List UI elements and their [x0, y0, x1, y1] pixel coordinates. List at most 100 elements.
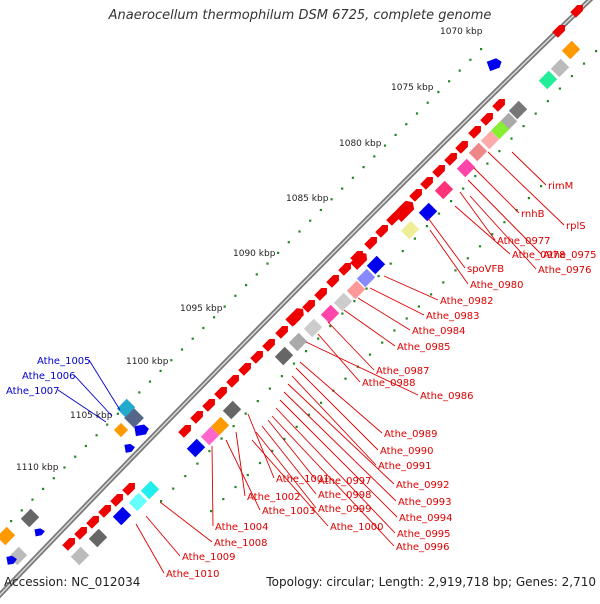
gene-label[interactable]: Athe_1005	[37, 356, 91, 367]
scale-dot	[368, 353, 372, 356]
gene-label[interactable]: Athe_1004	[215, 522, 269, 533]
gene-feature	[303, 318, 323, 338]
scale-dot	[546, 100, 549, 103]
gene-feature	[302, 300, 315, 313]
gene-label[interactable]: Athe_1006	[22, 371, 76, 382]
scale-dot	[266, 262, 269, 265]
scale-dot	[540, 185, 543, 188]
scale-dot	[10, 520, 13, 523]
gene-feature	[190, 411, 203, 424]
scale-dot	[413, 237, 416, 240]
gene-label[interactable]: Athe_0985	[397, 342, 451, 353]
scale-dot	[74, 455, 77, 458]
scale-dot	[430, 293, 433, 296]
scale-dot	[320, 401, 323, 404]
scale-dot	[570, 75, 573, 78]
scale-dot	[256, 400, 259, 403]
scale-label: 1090 kbp	[233, 249, 276, 259]
gene-label[interactable]: spoVFB	[467, 264, 504, 275]
gene-label[interactable]: Athe_0992	[396, 480, 450, 491]
gene-label[interactable]: Athe_0995	[397, 529, 451, 540]
scale-dot	[417, 305, 420, 308]
gene-label[interactable]: Athe_0991	[378, 461, 432, 472]
scale-dot	[160, 500, 163, 503]
scale-dot	[462, 187, 465, 190]
gene-label[interactable]: Athe_0997	[318, 476, 372, 487]
gene-label[interactable]: Athe_0982	[440, 296, 494, 307]
gene-label[interactable]: Athe_1008	[214, 538, 268, 549]
gene-label[interactable]: Athe_0980	[470, 280, 524, 291]
scale-dot	[298, 230, 301, 233]
gene-label[interactable]: Athe_0989	[384, 429, 438, 440]
gene-label[interactable]: Athe_1002	[247, 492, 301, 503]
gene-label[interactable]: Athe_0999	[318, 504, 372, 515]
gene-label[interactable]: Athe_1000	[330, 522, 384, 533]
gene-feature	[468, 142, 488, 162]
scale-dot	[191, 337, 194, 340]
gene-label[interactable]: Athe_0975	[543, 250, 597, 261]
scale-dot	[172, 487, 175, 490]
scale-dot	[210, 510, 213, 513]
scale-dot	[480, 48, 483, 51]
gene-feature	[409, 189, 422, 202]
gene-label[interactable]: Athe_0977	[497, 236, 551, 247]
scale-label: 1075 kbp	[391, 83, 434, 93]
scale-dot	[52, 477, 55, 480]
scale-dot	[223, 305, 226, 308]
gene-label[interactable]: Athe_0988	[362, 378, 416, 389]
gene-label[interactable]: Athe_0993	[398, 497, 452, 508]
gene-label[interactable]: Athe_1003	[262, 506, 316, 517]
gene-label[interactable]: Athe_0990	[380, 446, 434, 457]
scale-dot	[394, 133, 397, 136]
gene-label[interactable]: Athe_0978	[512, 250, 566, 261]
gene-label[interactable]: Athe_1001	[276, 474, 330, 485]
gene-feature	[364, 237, 377, 250]
gene-feature	[70, 546, 90, 566]
scale-label: 1105 kbp	[70, 411, 113, 421]
gene-label[interactable]: Athe_0983	[426, 311, 480, 322]
scale-dot	[95, 434, 98, 437]
scale-dot	[341, 312, 344, 315]
gene-label[interactable]: rnhB	[521, 209, 545, 220]
scale-dot	[208, 450, 211, 453]
gene-feature	[178, 425, 191, 438]
scale-dot	[458, 69, 461, 72]
scale-dot	[330, 198, 333, 201]
leader-line	[383, 275, 439, 301]
gene-feature	[110, 494, 123, 507]
scale-dot	[309, 219, 312, 222]
leader-line	[357, 297, 411, 331]
leader-line	[261, 425, 317, 495]
gene-label[interactable]: Athe_0976	[538, 265, 592, 276]
scale-dot	[503, 221, 506, 224]
scale-dot	[31, 498, 34, 501]
gene-feature	[112, 506, 132, 526]
gene-label[interactable]: rimM	[548, 181, 573, 192]
gene-label[interactable]: Athe_1007	[6, 386, 60, 397]
gene-feature	[62, 538, 75, 551]
gene-features	[0, 5, 583, 566]
scale-dot	[234, 294, 237, 297]
gene-label[interactable]: Athe_0998	[318, 490, 372, 501]
scale-dot	[341, 187, 344, 190]
gene-label[interactable]: Athe_0996	[396, 542, 450, 553]
gene-label[interactable]: Athe_0994	[399, 513, 453, 524]
scale-dot	[353, 300, 356, 303]
leader-line	[511, 151, 547, 186]
scale-dot	[184, 475, 187, 478]
gene-label[interactable]: rplS	[566, 221, 586, 232]
scale-dot	[305, 350, 308, 353]
gene-feature	[455, 141, 468, 154]
gene-label[interactable]: Athe_1009	[182, 552, 236, 563]
gene-label[interactable]: Athe_0984	[412, 326, 466, 337]
gene-label[interactable]: Athe_1010	[166, 569, 220, 580]
scale-dot	[491, 233, 494, 236]
gene-label[interactable]: Athe_0986	[420, 391, 474, 402]
gene-feature	[346, 280, 366, 300]
scale-label: 1080 kbp	[339, 139, 382, 149]
leader-line	[135, 523, 165, 574]
scale-dot	[234, 485, 237, 489]
gene-label[interactable]: Athe_0987	[376, 366, 430, 377]
gene-feature	[326, 275, 339, 288]
